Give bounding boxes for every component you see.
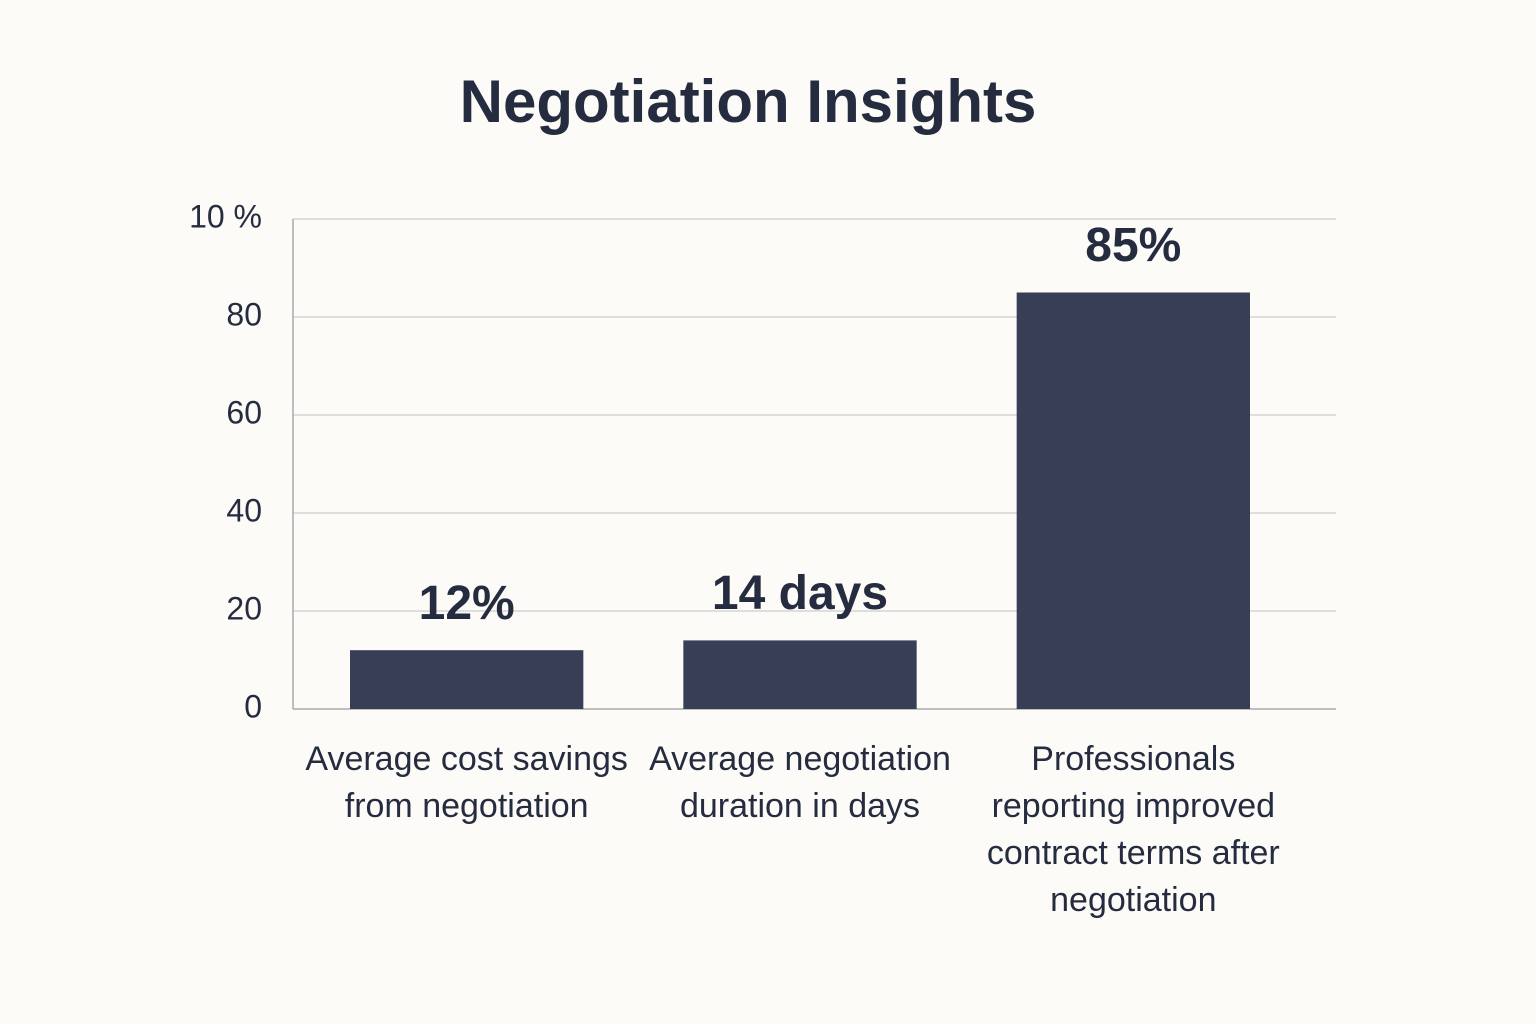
y-tick-label: 0 <box>244 688 262 724</box>
y-tick-label: 20 <box>226 590 262 626</box>
data-label: 12% <box>419 577 515 630</box>
x-tick-label: Average negotiation duration in days <box>649 740 951 825</box>
chart-title: Negotiation Insights <box>460 68 1037 135</box>
bar <box>350 650 584 709</box>
y-tick-label: 10 % <box>189 198 262 234</box>
data-label: 85% <box>1085 219 1181 272</box>
y-tick-label: 60 <box>226 394 262 430</box>
y-tick-label: 80 <box>226 296 262 332</box>
y-tick-label: 40 <box>226 492 262 528</box>
x-tick-label: Professionals reporting improved contrac… <box>986 740 1280 919</box>
data-label: 14 days <box>712 567 888 620</box>
bar <box>683 640 917 709</box>
bar <box>1016 292 1250 709</box>
x-tick-label: Average cost savings from negotiation <box>305 740 628 825</box>
